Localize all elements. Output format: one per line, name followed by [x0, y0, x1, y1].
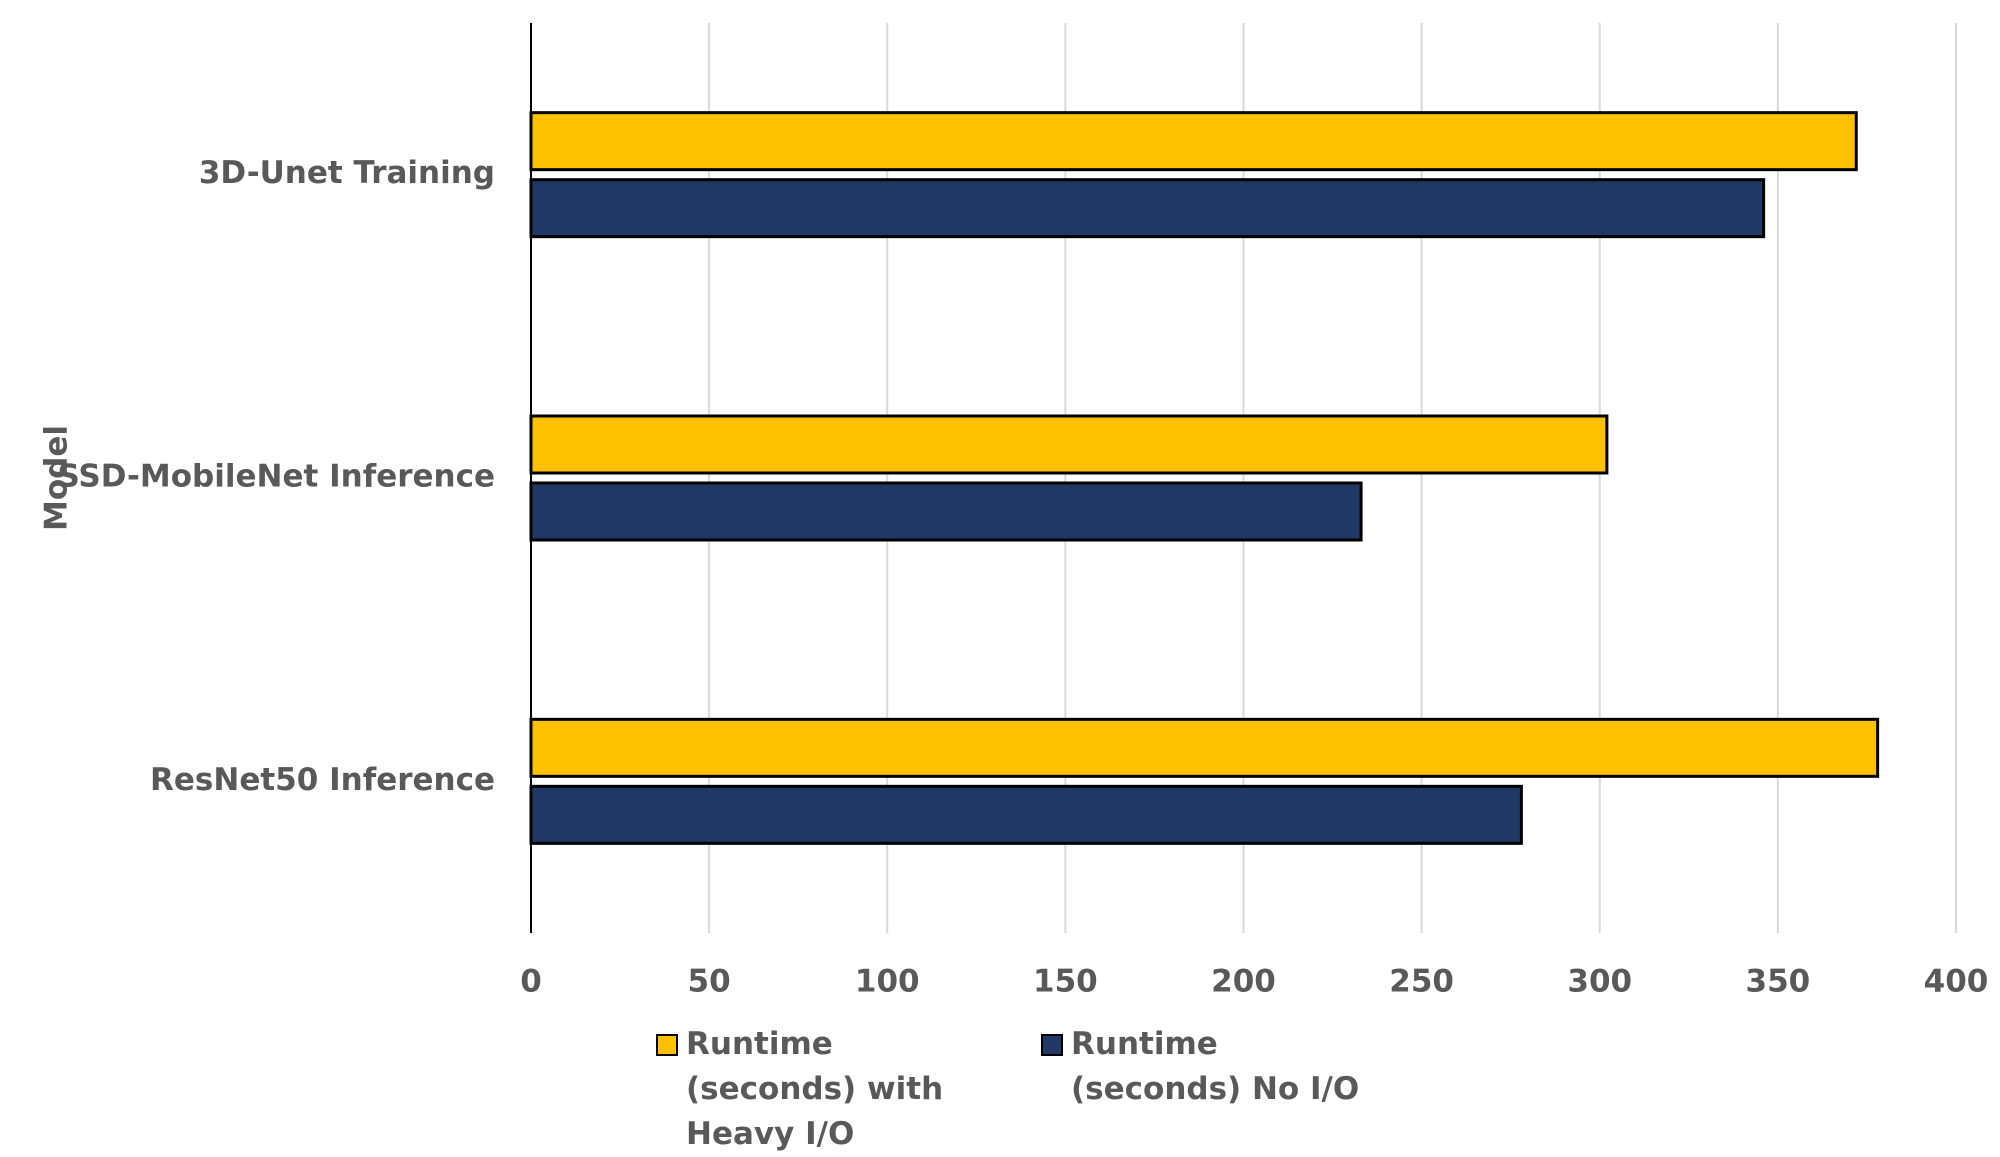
y-tick-label: ResNet50 Inference	[150, 762, 495, 798]
x-tick-label: 300	[1567, 964, 1632, 1000]
chart: Model 0 50 100 150 200 250 300 350 400 3D-Unet Tr…	[39, 23, 1989, 1000]
y-axis-label: Model	[39, 425, 75, 531]
y-tick-label: SSD-MobileNet Inference	[57, 459, 495, 495]
bar	[529, 414, 1609, 475]
legend-item: Runtime (seconds) No I/O	[1041, 1022, 1391, 1112]
bar	[529, 784, 1523, 845]
legend-item: Runtime (seconds) with Heavy I/O	[656, 1022, 1006, 1157]
bar	[529, 481, 1363, 542]
x-tick-label: 50	[688, 964, 731, 1000]
bar	[529, 717, 1880, 778]
x-tick-label: 150	[1033, 964, 1098, 1000]
bar	[529, 178, 1766, 239]
x-tick-label: 0	[520, 964, 542, 1000]
legend-label: Runtime (seconds) No I/O	[1071, 1026, 1360, 1107]
legend-label: Runtime (seconds) with Heavy I/O	[686, 1026, 944, 1152]
x-tick-label: 400	[1924, 964, 1989, 1000]
legend-swatch	[656, 1034, 678, 1056]
legend-swatch	[1041, 1034, 1063, 1056]
bar	[529, 111, 1858, 172]
x-tick-label: 100	[855, 964, 920, 1000]
legend: Runtime (seconds) with Heavy I/O Runtime …	[0, 1022, 2000, 1152]
x-tick-label: 200	[1211, 964, 1276, 1000]
x-tick-label: 250	[1389, 964, 1454, 1000]
x-tick-label: 350	[1746, 964, 1811, 1000]
y-tick-label: 3D-Unet Training	[199, 155, 495, 191]
